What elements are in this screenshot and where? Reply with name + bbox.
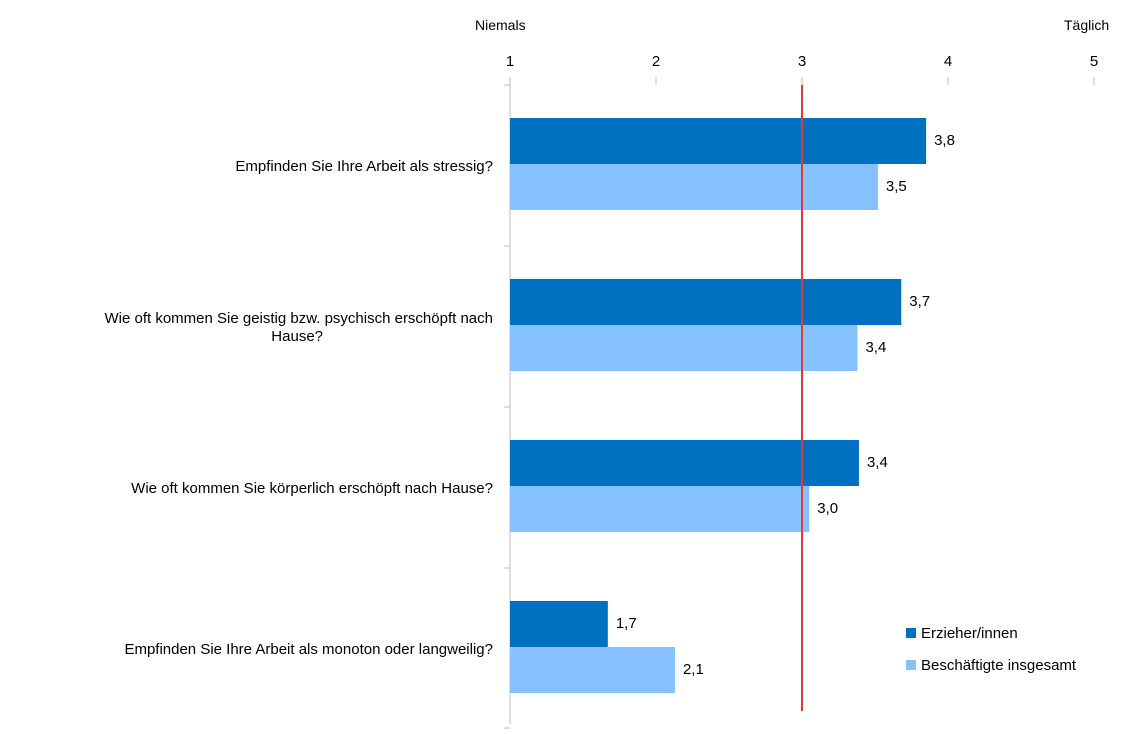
legend-label-erzieher: Erzieher/innen — [921, 624, 1018, 642]
data-label: 3,8 — [934, 132, 955, 149]
category-label-line: Empfinden Sie Ihre Arbeit als stressig? — [235, 158, 493, 175]
data-label: 1,7 — [616, 615, 637, 632]
bar-gesamt — [510, 325, 858, 371]
data-label: 2,1 — [683, 661, 704, 678]
legend-swatch-erzieher — [906, 628, 916, 638]
bar-gesamt — [510, 486, 810, 532]
value-axis-tick-label: 1 — [506, 53, 514, 70]
category-label: Empfinden Sie Ihre Arbeit als monoton od… — [124, 641, 493, 658]
data-label: 3,7 — [909, 293, 930, 310]
value-axis-tick-label: 4 — [944, 53, 952, 70]
category-label-line: Hause? — [271, 328, 323, 345]
legend-item-gesamt: Beschäftigte insgesamt — [906, 654, 1076, 676]
value-axis-tick-label: 2 — [652, 53, 660, 70]
value-axis-tick-label: 3 — [798, 53, 806, 70]
bar-erzieher — [510, 279, 902, 325]
category-label-line: Wie oft kommen Sie geistig bzw. psychisc… — [104, 310, 493, 327]
scale-label-niemals: Niemals — [475, 17, 526, 33]
bar-gesamt — [510, 647, 675, 693]
category-label-line: Wie oft kommen Sie körperlich erschöpft … — [131, 480, 493, 497]
bar-erzieher — [510, 440, 859, 486]
data-label: 3,0 — [817, 500, 838, 517]
bar-erzieher — [510, 118, 927, 164]
value-axis-tick-label: 5 — [1090, 53, 1098, 70]
legend-swatch-gesamt — [906, 660, 916, 670]
bar-gesamt — [510, 164, 878, 210]
bar-erzieher — [510, 601, 608, 647]
legend-item-erzieher: Erzieher/innen — [906, 622, 1076, 644]
legend: Erzieher/innen Beschäftigte insgesamt — [906, 622, 1076, 686]
category-label: Wie oft kommen Sie geistig bzw. psychisc… — [104, 310, 493, 345]
data-label: 3,4 — [867, 454, 888, 471]
category-label-line: Empfinden Sie Ihre Arbeit als monoton od… — [124, 641, 493, 658]
category-label: Wie oft kommen Sie körperlich erschöpft … — [131, 480, 493, 497]
scale-label-taeglich: Täglich — [1064, 17, 1110, 33]
data-label: 3,5 — [886, 178, 907, 195]
legend-label-gesamt: Beschäftigte insgesamt — [921, 656, 1077, 674]
category-label: Empfinden Sie Ihre Arbeit als stressig? — [235, 158, 493, 175]
data-label: 3,4 — [865, 339, 886, 356]
